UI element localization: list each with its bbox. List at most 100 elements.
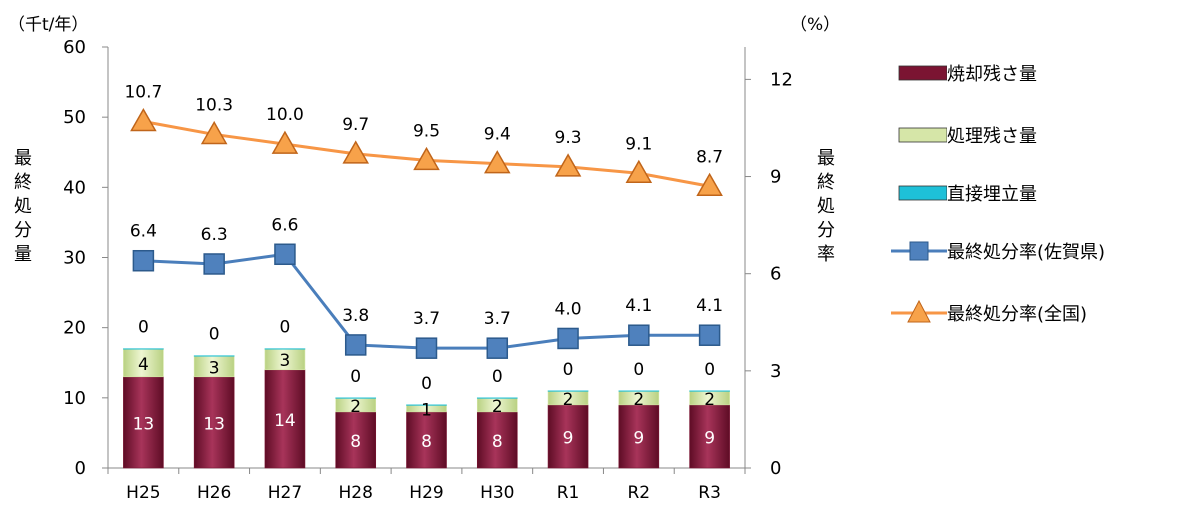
bar-value-label: 1 [421,400,432,420]
x-tick-label: R1 [557,483,580,503]
bar-value-label: 0 [704,360,715,380]
line-marker [203,253,225,275]
left-tick-label: 50 [63,107,86,128]
bar-segment [123,348,164,350]
bar-value-label: 0 [138,318,149,338]
right-tick-label: 0 [770,458,781,479]
x-tick-label: H27 [268,483,302,503]
legend-label: 処理残さ量 [947,126,1037,147]
bar-value-label: 14 [274,411,296,431]
x-tick-label: H30 [480,483,514,503]
line-marker [132,249,155,272]
legend-swatch [891,299,947,323]
bar-segment [335,397,377,399]
right-axis-title: 最終処分率 [817,148,835,265]
bar-segment [547,404,589,469]
bar-value-label: 0 [209,325,220,345]
bar-value-label: 13 [203,414,225,434]
bar-value-label: 2 [492,397,503,417]
line-value-label: 9.1 [625,134,652,154]
bar-value-label: 9 [633,428,644,448]
left-tick-label: 30 [63,248,86,269]
x-tick-label: H25 [126,483,160,503]
right-tick-label: 6 [770,264,781,285]
bar-value-label: 0 [421,374,432,394]
x-tick-label: R3 [698,483,721,503]
bar-segment [264,369,306,469]
line-marker [130,107,157,132]
bar-segment [689,390,730,392]
legend-swatch [898,185,947,201]
legend-label: 最終処分率(全国) [947,304,1088,325]
line-value-label: 9.7 [342,115,369,135]
bar-value-label: 3 [209,358,220,378]
line-marker [274,243,296,266]
right-tick-label: 12 [770,69,793,90]
bar-segment [193,355,235,357]
bar-value-label: 0 [563,360,574,380]
left-tick-label: 40 [63,177,86,198]
right-axis-unit: （%） [790,15,841,35]
line-value-label: 6.6 [271,215,298,235]
legend-label: 直接埋立量 [947,184,1037,205]
left-axis-title: 最終処分量 [14,148,32,265]
left-tick-label: 60 [63,37,86,58]
left-tick-label: 20 [63,318,86,339]
line-marker [271,130,299,154]
bar-value-label: 0 [492,367,503,387]
bar-value-label: 4 [138,355,149,375]
legend-item: 直接埋立量 [885,178,1037,208]
bar-value-label: 2 [563,390,574,410]
bar-segment [689,404,730,469]
x-tick-label: H28 [339,483,373,503]
bar-segment [406,404,447,406]
bar-value-label: 0 [350,367,361,387]
line-marker [413,146,440,171]
legend-swatch [891,241,947,261]
legend-swatch [898,65,947,81]
bar-value-label: 8 [421,432,432,452]
bar-segment [264,348,306,350]
line-marker [698,324,721,346]
line-value-label: 3.7 [413,309,440,329]
line-value-label: 8.7 [696,147,723,167]
right-tick-label: 3 [770,361,781,382]
line-marker [696,172,723,197]
legend-item: 焼却残さ量 [885,58,1037,88]
bar-value-label: 9 [704,428,715,448]
left-tick-label: 10 [63,388,86,409]
line-marker [625,159,653,184]
line-marker [554,153,582,177]
bar-segment [618,404,660,469]
line-value-label: 10.3 [195,95,233,115]
line-value-label: 9.5 [413,121,440,141]
legend-item: 処理残さ量 [885,120,1037,150]
right-tick-label: 9 [770,167,781,188]
line-marker [415,337,438,359]
bar-segment [123,348,164,378]
bar-value-label: 2 [704,390,715,410]
legend-label: 最終処分率(佐賀県) [947,242,1106,263]
line-value-label: 6.4 [130,222,157,242]
bar-segment [476,411,518,469]
bar-segment [335,411,377,469]
legend-swatch [898,127,947,143]
bar-value-label: 0 [633,360,644,380]
left-axis-unit: （千t/年） [8,15,89,35]
line-value-label: 3.8 [342,306,369,326]
line-marker [200,120,228,145]
bar-value-label: 3 [280,351,291,371]
bar-value-label: 8 [350,432,361,452]
bar-segment [406,411,447,469]
bar-value-label: 8 [492,432,503,452]
x-tick-label: H26 [197,483,231,503]
legend-label: 焼却残さ量 [947,64,1037,85]
line-marker [342,140,370,164]
bar-value-label: 0 [280,318,291,338]
legend-item: 最終処分率(全国) [885,298,1087,328]
left-tick-label: 0 [75,458,86,479]
line-value-label: 10.0 [266,105,304,125]
bar-value-label: 2 [633,390,644,410]
